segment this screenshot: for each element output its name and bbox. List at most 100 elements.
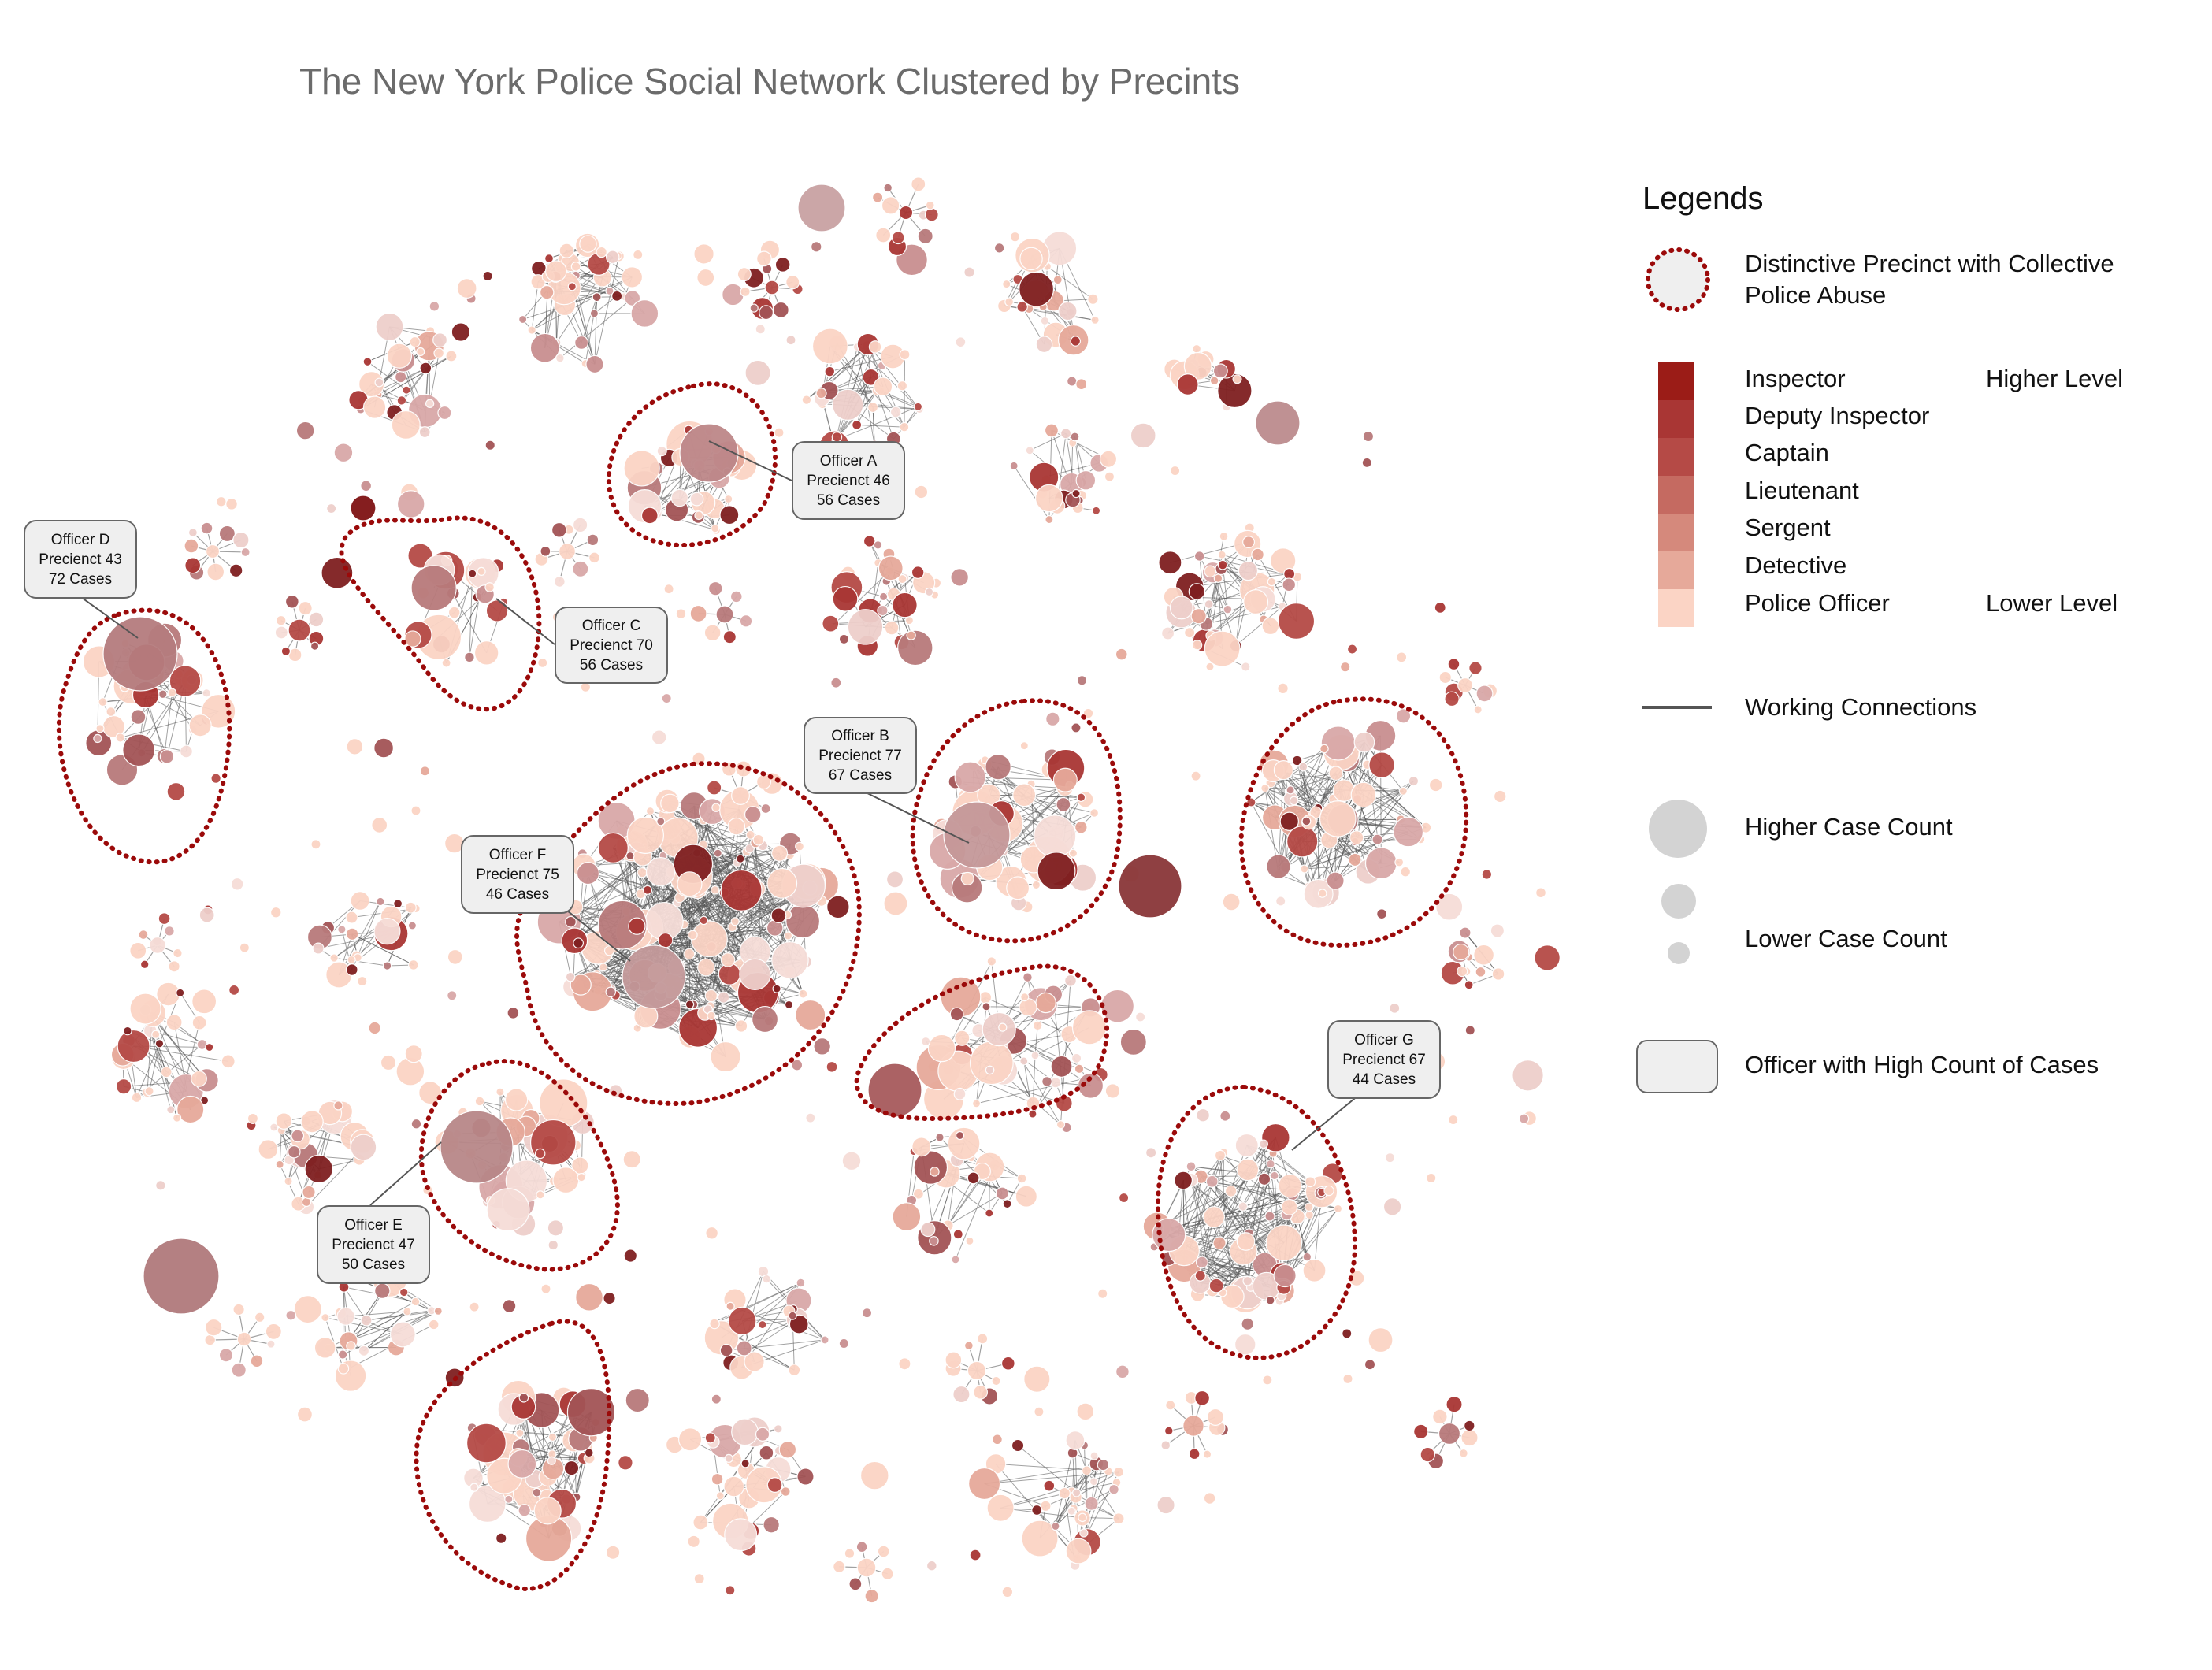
officer-node	[847, 609, 884, 645]
officer-node	[389, 1321, 416, 1348]
officer-node	[690, 920, 728, 958]
officer-node	[824, 366, 836, 377]
officer-node	[875, 227, 892, 243]
officer-node	[967, 1360, 987, 1381]
officer-node	[1447, 658, 1460, 670]
officer-node	[637, 867, 648, 878]
officer-node	[704, 989, 718, 1003]
officer-node	[122, 733, 156, 767]
officer-node	[885, 870, 904, 889]
officer-node	[967, 1171, 980, 1185]
officer-node	[1320, 726, 1356, 761]
officer-node	[173, 948, 183, 959]
officer-node	[575, 1282, 603, 1312]
officer-node	[337, 1363, 350, 1375]
officer-node	[796, 1278, 806, 1288]
officer-node	[1192, 343, 1202, 354]
officer-node	[1089, 1451, 1099, 1460]
officer-node	[1208, 1278, 1224, 1293]
precinct-boundary	[910, 698, 1123, 944]
officer-node	[1275, 896, 1286, 907]
swatch-deputy-inspector	[1658, 400, 1694, 438]
officer-node	[447, 606, 461, 619]
officer-node	[603, 1291, 616, 1305]
officer-node	[897, 629, 933, 666]
higher-level-label: Higher Level	[1986, 365, 2124, 392]
officer-node	[1339, 661, 1351, 673]
officer-node	[1076, 675, 1088, 686]
officer-node	[1195, 1256, 1208, 1269]
officer-node	[486, 1188, 530, 1232]
officer-node	[953, 1087, 967, 1100]
officer-node	[1236, 1232, 1256, 1251]
officer-node	[468, 569, 477, 578]
officer-node	[978, 991, 993, 1004]
callout-leader-line	[78, 595, 139, 639]
callout-precinct: Precienct 70	[570, 636, 653, 654]
officer-node	[838, 633, 850, 644]
officer-node	[724, 494, 733, 504]
officer-node	[692, 1514, 709, 1531]
working-connection	[1017, 1445, 1077, 1494]
officer-node	[693, 1573, 705, 1585]
officer-node	[1382, 1197, 1402, 1216]
officer-node	[1319, 800, 1357, 837]
officer-node	[1070, 336, 1082, 347]
officer-node	[1016, 1173, 1027, 1184]
officer-node	[589, 309, 599, 318]
officer-node	[266, 1339, 276, 1349]
officer-node	[230, 877, 244, 891]
officer-node	[920, 1222, 936, 1238]
officer-node	[760, 803, 771, 815]
officer-node	[559, 543, 576, 560]
officer-node	[396, 490, 425, 518]
working-connection	[1304, 831, 1408, 870]
officer-node	[373, 737, 395, 759]
officer-node	[1473, 705, 1483, 714]
officer-node	[1457, 677, 1473, 693]
working-connection	[1075, 1471, 1119, 1497]
working-connection	[1047, 265, 1093, 300]
officer-node	[1304, 1202, 1314, 1212]
officer-node	[985, 1208, 994, 1218]
officer-node	[774, 427, 785, 438]
officer-node	[247, 1112, 259, 1124]
officer-node	[172, 1113, 182, 1123]
officer-node	[205, 1318, 223, 1337]
callout-officer-g: Officer G Precienct 67 44 Cases	[1327, 1020, 1441, 1099]
officer-node	[1224, 1185, 1238, 1197]
officer-node	[889, 406, 902, 418]
officer-node	[1045, 514, 1054, 525]
officer-node	[239, 942, 250, 953]
officer-node	[715, 1491, 725, 1501]
officer-node	[1021, 1520, 1059, 1557]
officer-node	[409, 336, 421, 348]
officer-node	[310, 641, 320, 651]
officer-node	[710, 1041, 741, 1073]
officer-node	[1060, 428, 1072, 440]
officer-node	[1071, 488, 1081, 499]
officer-node	[495, 1087, 505, 1097]
officer-node	[859, 1460, 889, 1490]
officer-node	[1302, 1258, 1327, 1282]
officer-node	[801, 395, 812, 405]
officer-node	[1361, 457, 1372, 468]
officer-node	[1260, 783, 1270, 793]
officer-node	[345, 927, 359, 941]
officer-node	[592, 292, 602, 302]
callout-cases: 46 Cases	[485, 885, 550, 903]
working-connection	[570, 851, 748, 922]
officer-node	[166, 781, 186, 801]
officer-node	[456, 278, 477, 299]
officer-node	[1015, 1185, 1037, 1208]
officer-node	[484, 440, 495, 451]
working-connection	[947, 1178, 974, 1226]
officer-node	[969, 1549, 982, 1561]
officer-node	[744, 359, 771, 386]
officer-node	[1087, 293, 1099, 306]
officer-node	[622, 1150, 641, 1169]
precinct-boundary	[1238, 696, 1469, 948]
officer-node	[1065, 1538, 1092, 1564]
officer-node	[547, 1239, 559, 1251]
officer-node	[534, 1148, 546, 1160]
